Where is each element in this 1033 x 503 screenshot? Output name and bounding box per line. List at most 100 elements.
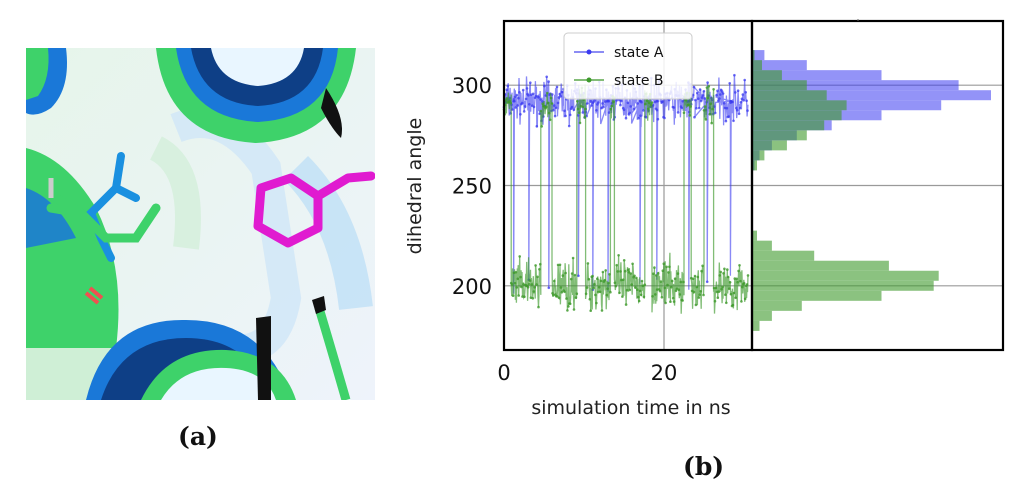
series-state-b-point xyxy=(612,100,615,104)
series-state-b-point xyxy=(601,270,605,274)
series-state-a-point xyxy=(731,100,734,104)
series-state-b-point xyxy=(592,286,595,290)
series-state-a-point xyxy=(743,78,746,82)
series-state-b-point xyxy=(610,104,613,108)
series-state-b-point xyxy=(531,297,535,300)
top-helix xyxy=(156,48,356,143)
series-state-b xyxy=(502,84,750,314)
series-state-b-point xyxy=(609,290,612,294)
series-state-b-point xyxy=(645,99,649,103)
y-axis-label: dihedral angle xyxy=(404,118,426,255)
series-state-a-point xyxy=(602,105,605,109)
series-state-b-point xyxy=(635,276,638,280)
series-state-b-point xyxy=(548,118,552,122)
series-state-b-point xyxy=(727,287,731,291)
series-state-a-point xyxy=(728,82,731,85)
series-state-b-point xyxy=(528,279,532,282)
series-state-b-point xyxy=(593,283,596,286)
series-state-b-point xyxy=(726,275,730,279)
series-state-b-point xyxy=(705,86,709,89)
histogram-frame xyxy=(750,19,1005,352)
series-state-b-point xyxy=(587,277,591,281)
series-state-b-point xyxy=(723,267,726,271)
series-state-b-point xyxy=(631,262,634,266)
series-state-a-point xyxy=(722,102,726,105)
histogram-bar-state-b xyxy=(752,260,889,271)
series-state-b-point xyxy=(605,293,608,297)
series-state-b-point xyxy=(649,103,653,107)
series-state-b-point xyxy=(708,112,712,116)
series-state-b-point xyxy=(642,295,646,299)
x-axis-label: simulation time in ns xyxy=(531,397,730,419)
series-state-b-point xyxy=(653,266,656,269)
series-state-a-point xyxy=(735,106,738,110)
series-state-b-point xyxy=(702,293,705,297)
series-state-b-point xyxy=(709,102,712,106)
series-state-a-point xyxy=(629,105,632,108)
series-state-b-point xyxy=(540,125,543,128)
series-state-a-point xyxy=(567,124,571,128)
series-state-b-point xyxy=(742,282,746,285)
series-state-b-point xyxy=(656,272,660,275)
series-state-a-point xyxy=(541,100,544,103)
series-state-b-point xyxy=(702,109,706,112)
series-state-b-point xyxy=(698,293,701,297)
series-state-b-point xyxy=(622,259,626,262)
side-chain-stick xyxy=(314,306,351,400)
series-state-b-point xyxy=(674,289,678,293)
series-state-a-point xyxy=(601,102,604,105)
series-state-b-point xyxy=(546,91,549,95)
legend-label-state-b: state B xyxy=(614,73,664,89)
histogram-bar-state-b xyxy=(752,310,772,321)
series-state-b-point xyxy=(534,264,537,267)
series-state-b-point xyxy=(630,283,633,286)
series-state-a-point xyxy=(694,98,697,102)
series-state-b-point xyxy=(643,283,647,287)
series-state-b-point xyxy=(616,270,619,273)
series-state-a-point xyxy=(716,89,719,93)
series-state-b-point xyxy=(568,302,572,306)
series-state-a-point xyxy=(705,280,709,284)
series-state-b-point xyxy=(589,309,592,313)
series-state-b-point xyxy=(595,301,598,305)
series-state-b-point xyxy=(673,277,677,281)
series-state-b-point xyxy=(740,300,743,303)
series-state-b-point xyxy=(696,275,700,279)
series-state-a-point xyxy=(547,286,551,290)
series-state-b-point xyxy=(547,101,550,105)
series-state-a-point xyxy=(539,98,542,101)
panel-label-b: (b) xyxy=(683,452,725,481)
series-state-b-point xyxy=(665,265,668,269)
series-state-b-point xyxy=(553,279,556,283)
series-state-b-point xyxy=(539,109,543,113)
series-state-b-point xyxy=(741,285,744,289)
series-state-b-point xyxy=(738,264,741,267)
histogram-bar-state-b xyxy=(752,290,882,301)
series-state-b-point xyxy=(615,263,618,267)
series-state-a-point xyxy=(718,97,721,100)
series-state-b-point xyxy=(691,277,695,281)
series-state-b-point xyxy=(621,295,624,298)
series-state-b-point xyxy=(539,262,542,266)
series-state-b-point xyxy=(728,281,732,284)
series-state-a-point xyxy=(563,109,566,113)
x-tick-label: 0 xyxy=(497,361,510,385)
series-state-b-point xyxy=(619,270,622,273)
series-state-b-point xyxy=(718,274,721,277)
series-state-a-point xyxy=(529,81,532,84)
y-tick-label: 200 xyxy=(452,275,492,299)
series-state-b-point xyxy=(695,285,699,289)
series-state-a-point xyxy=(717,99,720,103)
series-state-b-point xyxy=(517,294,520,297)
series-state-b-point xyxy=(532,290,536,293)
legend-marker-state-b xyxy=(586,77,592,83)
series-state-a-point xyxy=(698,88,702,91)
histogram-bar-state-b xyxy=(752,230,757,241)
histogram-bar-state-b xyxy=(752,250,815,261)
tick-labels: 200 250 300 0 20 xyxy=(452,74,677,385)
series-state-b-point xyxy=(646,107,650,111)
series-state-b-point xyxy=(639,293,643,297)
series-state-a-point xyxy=(741,93,745,96)
series-state-a-point xyxy=(555,85,559,89)
histogram-bar-state-b xyxy=(752,90,827,101)
